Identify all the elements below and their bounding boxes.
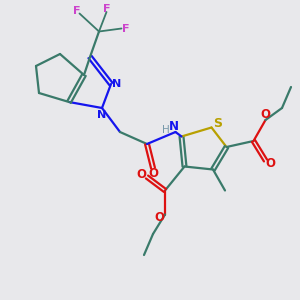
- Text: N: N: [169, 120, 179, 133]
- Text: S: S: [214, 117, 223, 130]
- Text: H: H: [162, 124, 170, 135]
- Text: N: N: [98, 110, 106, 120]
- Text: O: O: [154, 211, 164, 224]
- Text: O: O: [260, 107, 271, 121]
- Text: O: O: [265, 157, 275, 170]
- Text: O: O: [136, 167, 147, 181]
- Text: O: O: [148, 167, 158, 180]
- Text: N: N: [112, 79, 121, 89]
- Text: F: F: [73, 5, 80, 16]
- Text: F: F: [103, 4, 110, 14]
- Text: F: F: [122, 23, 130, 34]
